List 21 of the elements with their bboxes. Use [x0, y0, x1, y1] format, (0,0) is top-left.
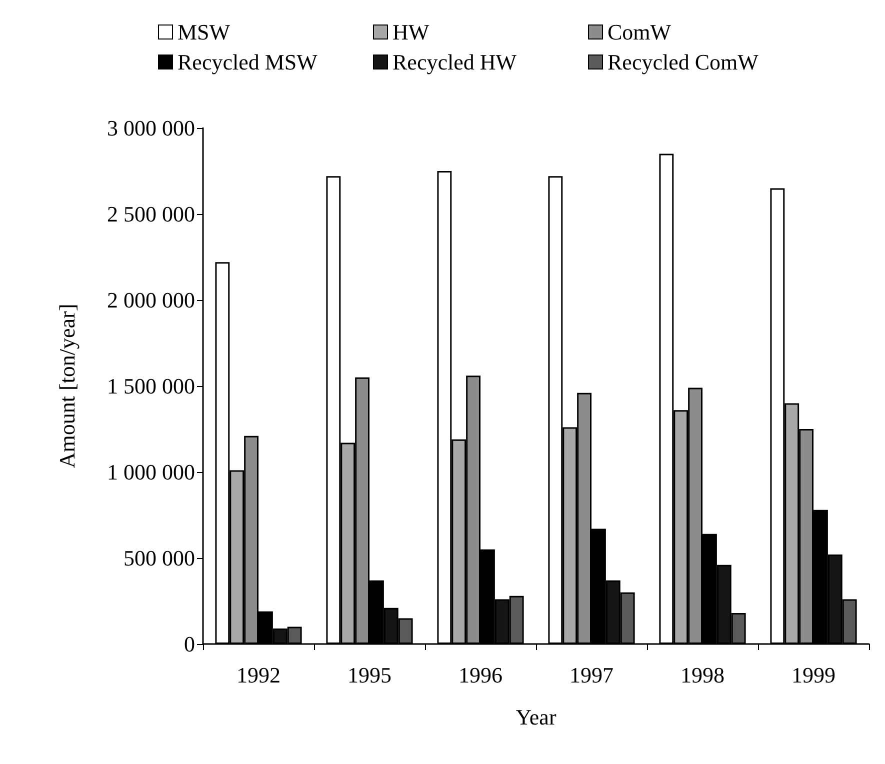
y-axis-title: Amount [ton/year]: [54, 304, 80, 468]
x-tick-label: 1997: [570, 662, 614, 688]
legend-label: MSW: [178, 20, 230, 44]
y-tick-label: 500 000: [124, 546, 195, 570]
y-tick-label: 2 500 000: [107, 202, 195, 226]
y-tick-label: 1 500 000: [107, 374, 195, 398]
x-tick-label: 1992: [236, 662, 280, 688]
x-axis-title: Year: [516, 704, 557, 730]
y-tick-label: 1 000 000: [107, 460, 195, 484]
legend-label: Recycled HW: [392, 50, 517, 74]
y-tick-label: 0: [184, 632, 195, 656]
y-tick-label: 3 000 000: [107, 116, 195, 140]
legend-label: Recycled ComW: [608, 50, 759, 74]
legend-label: ComW: [608, 20, 672, 44]
x-tick-label: 1996: [458, 662, 502, 688]
x-tick-label: 1995: [348, 662, 392, 688]
x-tick-label: 1998: [680, 662, 724, 688]
legend-label: HW: [392, 20, 430, 44]
legend-label: Recycled MSW: [178, 50, 318, 74]
y-tick-label: 2 000 000: [107, 288, 195, 312]
x-tick-label: 1999: [792, 662, 836, 688]
